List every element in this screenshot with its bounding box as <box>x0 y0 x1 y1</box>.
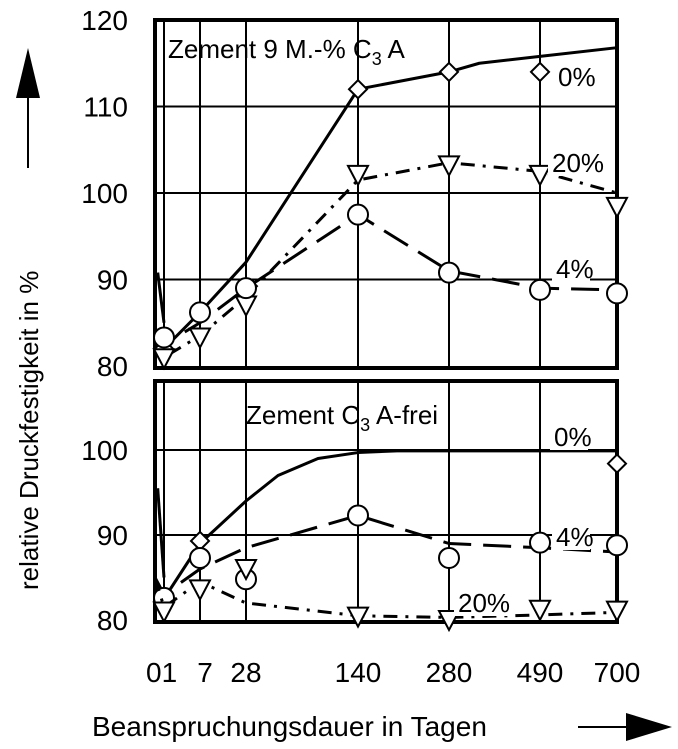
panel-bottom: 80 90 100 0% 4% 20% Zement C3 A-frei <box>81 379 629 636</box>
series-label: 4% <box>556 522 594 552</box>
y-tick-label: 110 <box>83 92 128 123</box>
series-line <box>153 161 618 359</box>
data-point-triangle <box>234 295 258 318</box>
x-tick-label: 700 <box>594 657 641 688</box>
x-tick-label: 01 <box>146 657 177 688</box>
x-tick-label: 140 <box>335 657 382 688</box>
series-label: 20% <box>458 588 510 618</box>
y-tick-label: 120 <box>81 5 128 36</box>
series-label: 0% <box>554 422 592 452</box>
panel-title: Zement 9 M.-% C3 A <box>168 34 406 69</box>
data-point-triangle <box>188 327 212 350</box>
x-tick-label: 28 <box>230 657 261 688</box>
data-point-circle <box>529 531 551 554</box>
series-line <box>153 449 617 601</box>
data-point-circle <box>153 326 175 349</box>
data-point-diamond <box>529 61 551 83</box>
x-axis-arrow-head <box>626 713 672 741</box>
data-point-diamond <box>347 78 369 100</box>
x-tick-label: 490 <box>517 657 564 688</box>
data-point-triangle <box>605 196 629 219</box>
panel-title: Zement C3 A-frei <box>246 400 438 435</box>
y-axis-arrow-head <box>16 48 40 98</box>
data-point-circle <box>347 203 369 226</box>
data-point-circle <box>189 301 211 324</box>
data-point-triangle <box>346 164 370 187</box>
x-tick-label: 7 <box>197 657 213 688</box>
data-point-triangle <box>152 348 176 371</box>
data-point-triangle <box>437 155 461 178</box>
data-point-diamond <box>606 453 628 475</box>
y-tick-label: 80 <box>97 605 128 636</box>
data-point-circle <box>606 282 628 305</box>
series-label-bg <box>454 588 508 616</box>
data-point-circle <box>606 534 628 557</box>
data-point-circle <box>438 546 460 569</box>
y-axis-label: relative Druckfestigkeit in % <box>14 271 44 590</box>
data-point-triangle <box>605 600 629 623</box>
series-label-bg <box>550 422 588 450</box>
data-point-triangle <box>528 599 552 622</box>
data-point-triangle <box>152 601 176 624</box>
data-point-triangle <box>528 164 552 187</box>
y-tick-label: 80 <box>97 351 128 382</box>
data-point-triangle <box>188 579 212 602</box>
series-label: 0% <box>558 62 596 92</box>
series-line <box>153 577 618 619</box>
data-point-circle <box>347 504 369 527</box>
origin-spike-line <box>156 272 166 323</box>
series-label-bg <box>552 254 590 282</box>
y-tick-label: 90 <box>97 265 128 296</box>
origin-spike-line <box>156 488 166 578</box>
data-point-triangle <box>346 606 370 629</box>
series-label: 4% <box>556 254 594 284</box>
data-point-triangle <box>234 559 258 582</box>
y-tick-label: 100 <box>81 435 128 466</box>
data-point-diamond <box>438 61 460 83</box>
data-point-circle <box>529 278 551 301</box>
data-point-circle <box>189 546 211 569</box>
y-tick-label: 100 <box>81 178 128 209</box>
series-label-bg <box>552 522 590 550</box>
data-point-circle <box>438 261 460 284</box>
data-point-circle <box>235 277 257 300</box>
series-line <box>153 513 618 596</box>
series-label: 20% <box>552 148 604 178</box>
shared-axes: 01 7 28 140 280 490 700 Beanspruchungsdauer in … <box>14 48 672 742</box>
x-axis-label: Beanspruchungsdauer in Tagen <box>92 711 487 742</box>
y-tick-label: 90 <box>97 520 128 551</box>
panel-top: 80 90 100 110 120 0% 20% 4% Zement 9 M.-% C3 A <box>81 5 629 382</box>
series-label-bg <box>554 62 592 90</box>
x-tick-label: 280 <box>426 657 473 688</box>
series-label-bg <box>548 148 602 176</box>
